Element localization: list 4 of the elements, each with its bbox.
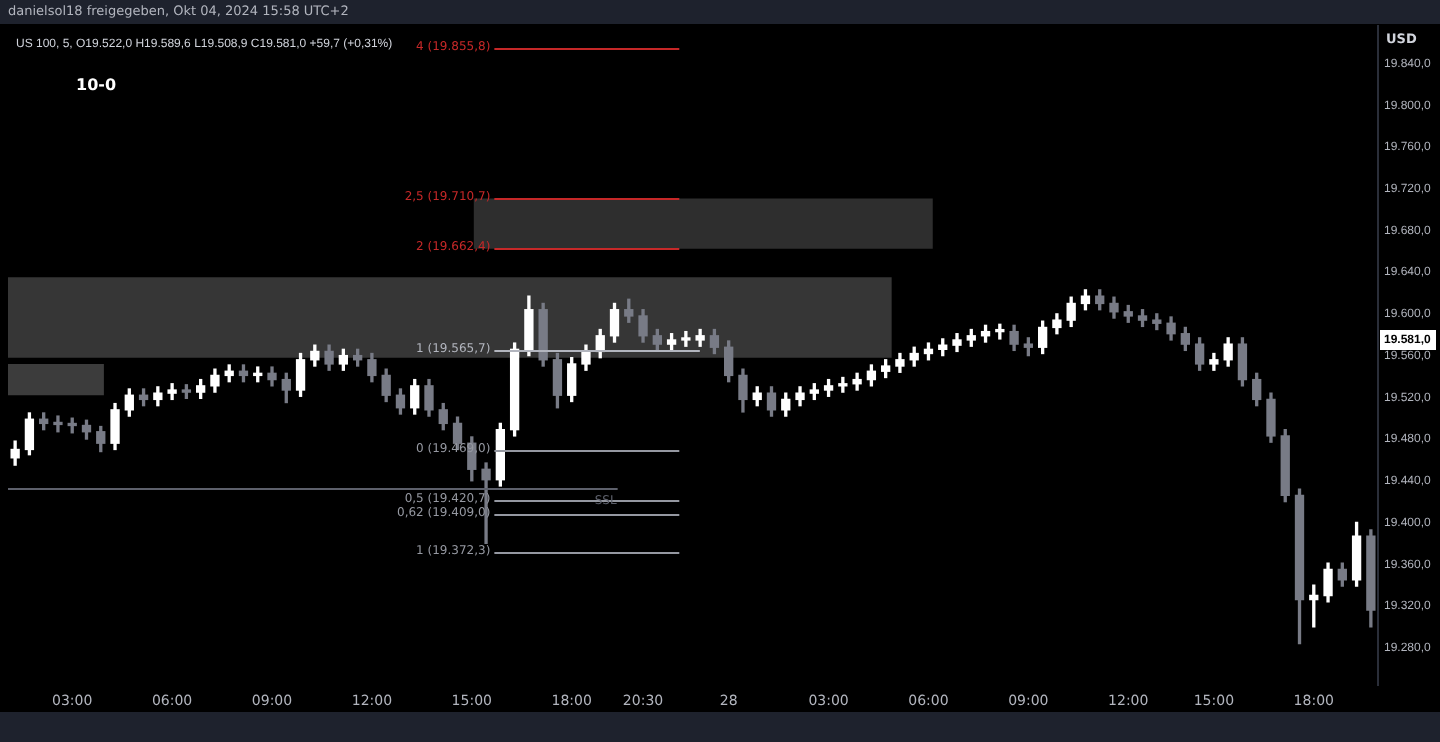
candlestick: [681, 330, 691, 347]
candlestick: [838, 376, 848, 393]
annotation: 10-0: [76, 76, 117, 95]
candlestick: [53, 415, 63, 433]
